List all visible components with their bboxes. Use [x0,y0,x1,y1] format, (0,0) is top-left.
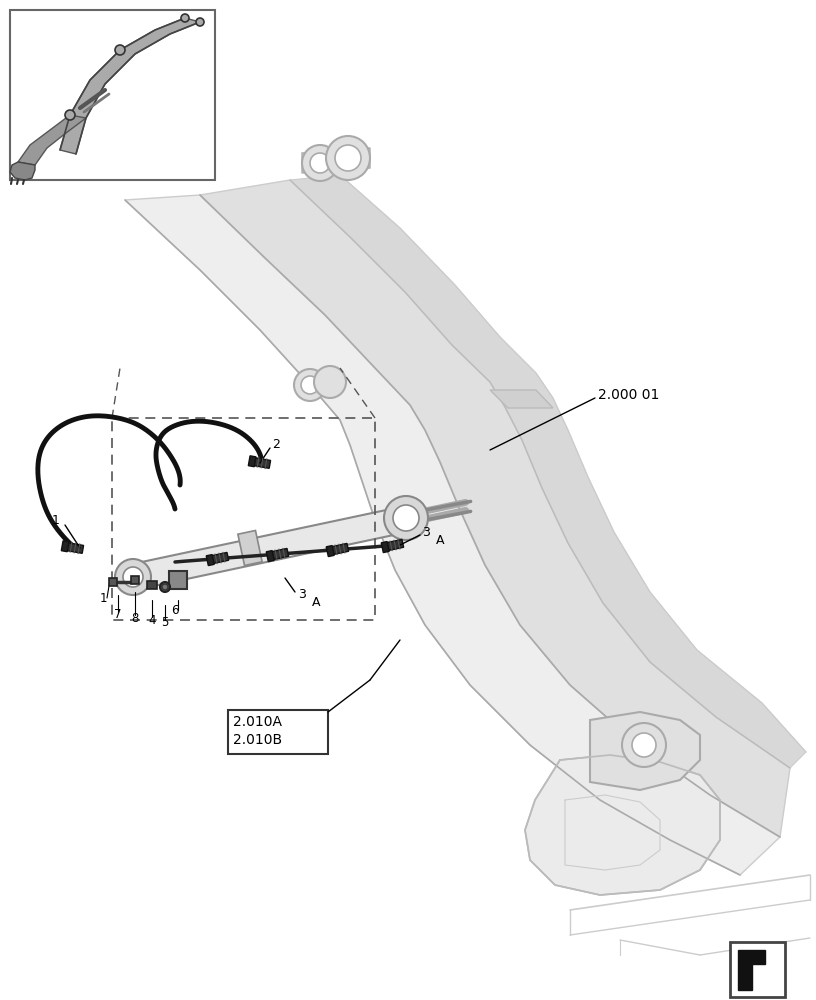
Circle shape [115,45,125,55]
Text: 3: 3 [422,526,430,538]
Polygon shape [331,543,348,555]
Polygon shape [61,541,69,552]
Polygon shape [590,712,700,790]
Circle shape [302,145,338,181]
Text: 2: 2 [272,438,280,452]
Text: 5: 5 [162,616,169,630]
Polygon shape [326,546,335,557]
Polygon shape [18,115,86,165]
Bar [730,942,785,997]
Circle shape [310,153,330,173]
Circle shape [632,733,656,757]
Polygon shape [302,148,370,173]
Polygon shape [381,542,389,553]
Circle shape [160,582,170,592]
Circle shape [123,567,143,587]
Text: A: A [436,534,445,546]
Circle shape [162,584,168,590]
Polygon shape [10,162,35,180]
Text: 2.010B: 2.010B [233,733,282,747]
Circle shape [393,505,419,531]
Circle shape [301,376,319,394]
Circle shape [115,559,151,595]
Text: 2.000 01: 2.000 01 [598,388,659,402]
Polygon shape [109,578,117,586]
Circle shape [384,496,428,540]
Polygon shape [211,552,228,564]
Bar [228,710,328,754]
Circle shape [622,723,666,767]
Text: A: A [312,595,321,608]
Polygon shape [254,458,271,468]
Polygon shape [169,571,187,589]
Text: 2.010A: 2.010A [233,715,282,729]
Polygon shape [238,530,262,566]
Polygon shape [131,576,139,584]
Polygon shape [738,950,765,990]
Circle shape [181,14,189,22]
Polygon shape [248,456,256,467]
Bar [10,10,215,180]
Polygon shape [60,18,200,154]
Text: 8: 8 [131,611,139,624]
Polygon shape [272,548,289,560]
Circle shape [314,366,346,398]
Text: 6: 6 [171,603,179,616]
Polygon shape [490,390,553,408]
Polygon shape [525,755,720,895]
Polygon shape [290,175,806,768]
Circle shape [196,18,204,26]
Text: 1: 1 [100,591,107,604]
Circle shape [294,369,326,401]
Polygon shape [125,195,780,875]
Text: 1: 1 [52,514,60,526]
Polygon shape [386,539,404,551]
Polygon shape [66,543,83,553]
Circle shape [65,110,75,120]
Polygon shape [266,551,274,562]
Polygon shape [200,180,790,837]
Text: 7: 7 [114,608,122,621]
Circle shape [335,145,361,171]
Polygon shape [147,581,157,589]
Polygon shape [131,506,410,590]
Text: 4: 4 [149,613,156,626]
Circle shape [326,136,370,180]
Polygon shape [206,555,214,566]
Text: 3: 3 [298,588,306,601]
